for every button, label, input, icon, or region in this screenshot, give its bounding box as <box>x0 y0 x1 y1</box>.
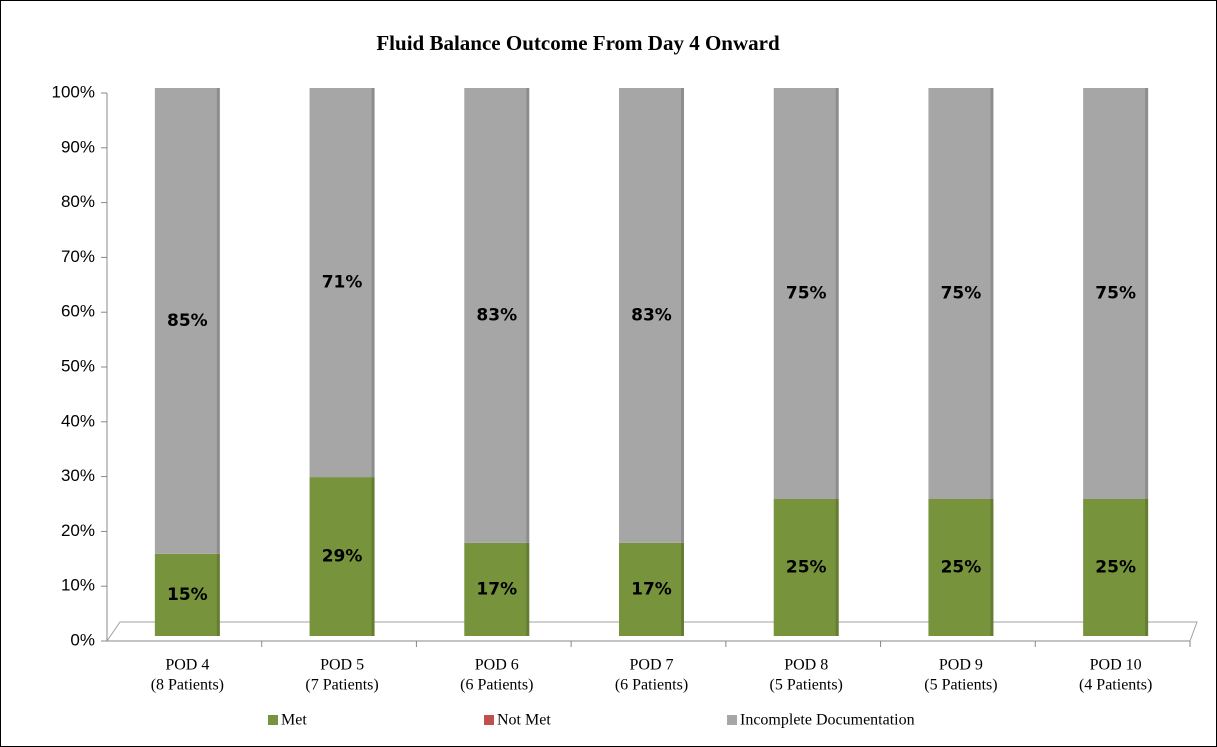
bar-segment <box>619 88 684 543</box>
bar-side <box>990 499 994 636</box>
bar-side <box>681 542 684 636</box>
x-tick-label: POD 10 <box>1090 657 1142 674</box>
data-label: 25% <box>941 558 982 578</box>
bar-side <box>371 477 375 636</box>
bar-segment <box>1083 499 1149 636</box>
bar-side <box>1145 499 1149 636</box>
x-tick-label: (8 Patients) <box>151 677 224 694</box>
y-tick-label: 30% <box>61 466 95 485</box>
bar-segment <box>1083 88 1149 499</box>
y-tick-label: 10% <box>61 576 95 595</box>
x-tick-label: (5 Patients) <box>770 677 843 694</box>
data-label: 85% <box>167 311 208 331</box>
legend-swatch <box>727 715 737 725</box>
legend-swatch <box>268 715 278 725</box>
chart-title: Fluid Balance Outcome From Day 4 Onward <box>376 31 780 55</box>
y-tick-label: 50% <box>61 356 95 375</box>
bar-segment <box>464 88 530 543</box>
bar-segment <box>619 542 684 636</box>
bar-segment <box>154 553 220 636</box>
x-tick-label: (6 Patients) <box>460 677 533 694</box>
bar-segment <box>154 88 220 554</box>
x-tick-label: POD 9 <box>939 657 983 674</box>
bar-segment <box>464 542 530 636</box>
x-tick-label: (7 Patients) <box>305 677 378 694</box>
bar-side <box>990 88 994 499</box>
bar-segment <box>309 88 375 478</box>
y-tick-label: 100% <box>52 82 95 101</box>
data-label: 71% <box>322 273 363 293</box>
legend-swatch <box>484 715 494 725</box>
bar-segment <box>309 477 375 636</box>
bar-segment <box>928 88 994 499</box>
data-label: 83% <box>631 305 672 325</box>
bar-segment <box>928 499 994 636</box>
y-tick-label: 40% <box>61 411 95 430</box>
y-tick-label: 80% <box>61 192 95 211</box>
data-label: 17% <box>476 579 517 599</box>
legend-label: Met <box>281 712 307 729</box>
bar-side <box>526 542 530 636</box>
bar-side <box>526 88 530 543</box>
bar-side <box>835 88 839 499</box>
data-label: 15% <box>167 585 208 605</box>
bar-side <box>371 88 375 478</box>
bar-side <box>216 88 220 554</box>
bar-segment <box>773 88 839 499</box>
data-label: 75% <box>1095 284 1136 304</box>
data-label: 83% <box>476 305 517 325</box>
data-label: 29% <box>322 547 363 567</box>
bar-side <box>835 499 839 636</box>
x-tick-label: POD 7 <box>629 657 673 674</box>
data-label: 17% <box>631 579 672 599</box>
x-tick-label: POD 5 <box>320 657 364 674</box>
data-label: 25% <box>786 558 827 578</box>
y-tick-label: 0% <box>70 630 95 649</box>
data-label: 75% <box>941 284 982 304</box>
x-tick-label: POD 8 <box>784 657 828 674</box>
x-tick-label: (4 Patients) <box>1079 677 1152 694</box>
y-tick-label: 90% <box>61 137 95 156</box>
bar-side <box>681 88 684 543</box>
y-tick-label: 20% <box>61 521 95 540</box>
x-tick-label: POD 6 <box>475 657 519 674</box>
x-tick-label: (5 Patients) <box>924 677 997 694</box>
legend-label: Incomplete Documentation <box>740 712 915 729</box>
legend-label: Not Met <box>497 712 551 729</box>
bar-segment <box>773 499 839 636</box>
x-tick-label: (6 Patients) <box>615 677 688 694</box>
data-label: 75% <box>786 284 827 304</box>
y-tick-label: 60% <box>61 302 95 321</box>
x-tick-label: POD 4 <box>165 657 209 674</box>
bar-side <box>216 553 220 636</box>
bar-side <box>1145 88 1149 499</box>
data-label: 25% <box>1095 558 1136 578</box>
y-tick-label: 70% <box>61 247 95 266</box>
